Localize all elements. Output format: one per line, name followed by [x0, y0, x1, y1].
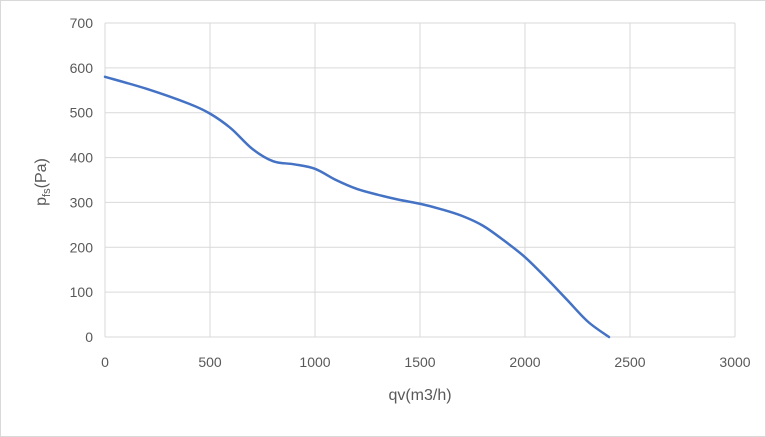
x-tick-label: 0 — [101, 354, 109, 370]
y-axis-title: pfs(Pa) — [33, 158, 53, 206]
y-tick-label: 700 — [70, 15, 94, 31]
x-tick-labels: 0 500 1000 1500 2000 2500 3000 — [101, 354, 751, 370]
y-tick-label: 0 — [85, 329, 93, 345]
x-tick-label: 1500 — [404, 354, 435, 370]
x-tick-label: 3000 — [719, 354, 750, 370]
series-layer — [103, 75, 611, 339]
y-axis-title-main: p — [33, 197, 50, 206]
y-tick-labels: 0 100 200 300 400 500 600 700 — [70, 15, 94, 345]
x-tick-label: 2500 — [614, 354, 645, 370]
y-tick-label: 500 — [70, 105, 94, 121]
y-tick-label: 600 — [70, 60, 94, 76]
y-axis-title-unit: (Pa) — [33, 158, 50, 188]
series-line — [103, 75, 611, 339]
y-tick-label: 300 — [70, 194, 94, 210]
x-tick-label: 2000 — [509, 354, 540, 370]
y-tick-label: 100 — [70, 284, 94, 300]
y-axis-title-sub: fs — [41, 188, 53, 197]
x-tick-label: 1000 — [299, 354, 330, 370]
x-tick-label: 500 — [198, 354, 222, 370]
y-tick-label: 200 — [70, 239, 94, 255]
y-tick-label: 400 — [70, 150, 94, 166]
x-axis-title: qv(m3/h) — [388, 387, 451, 404]
gridlines — [104, 22, 736, 338]
